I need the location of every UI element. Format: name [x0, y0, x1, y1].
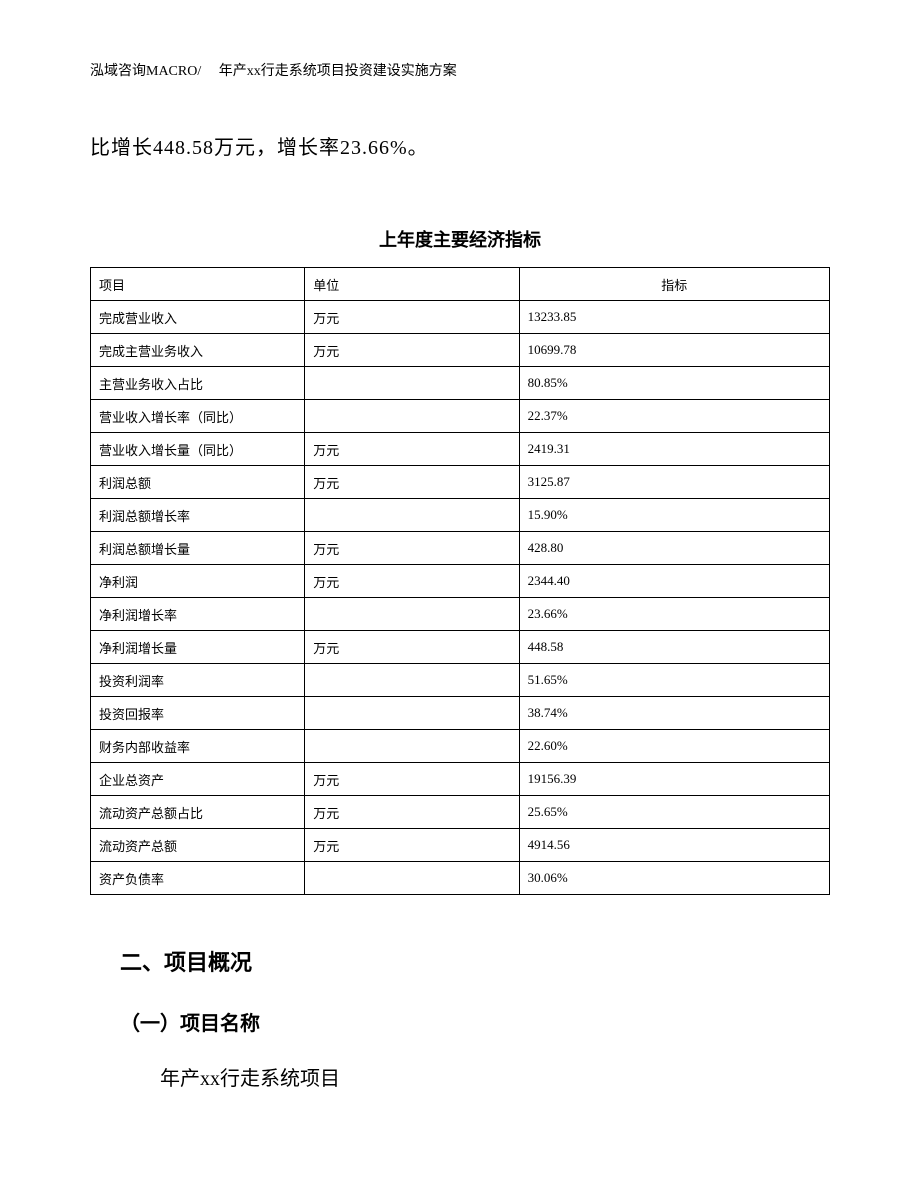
table-cell: 营业收入增长量（同比）	[91, 433, 305, 466]
table-cell: 万元	[305, 763, 519, 796]
table-row: 利润总额万元3125.87	[91, 466, 830, 499]
table-cell: 资产负债率	[91, 862, 305, 895]
section-heading: 二、项目概况	[120, 945, 830, 977]
table-cell: 2419.31	[519, 433, 829, 466]
table-row: 净利润增长量万元448.58	[91, 631, 830, 664]
table-cell: 30.06%	[519, 862, 829, 895]
project-name-text: 年产xx行走系统项目	[120, 1061, 830, 1097]
table-row: 利润总额增长量万元428.80	[91, 532, 830, 565]
table-cell: 主营业务收入占比	[91, 367, 305, 400]
table-cell: 万元	[305, 631, 519, 664]
table-cell: 2344.40	[519, 565, 829, 598]
intro-paragraph: 比增长448.58万元，增长率23.66%。	[90, 130, 830, 166]
table-cell: 万元	[305, 532, 519, 565]
table-cell: 万元	[305, 829, 519, 862]
table-row: 净利润万元2344.40	[91, 565, 830, 598]
table-cell: 3125.87	[519, 466, 829, 499]
table-cell: 万元	[305, 433, 519, 466]
table-cell: 净利润增长率	[91, 598, 305, 631]
table-row: 营业收入增长量（同比）万元2419.31	[91, 433, 830, 466]
table-header-row: 项目 单位 指标	[91, 268, 830, 301]
table-cell: 13233.85	[519, 301, 829, 334]
table-cell: 企业总资产	[91, 763, 305, 796]
table-row: 投资利润率 51.65%	[91, 664, 830, 697]
table-row: 利润总额增长率 15.90%	[91, 499, 830, 532]
table-cell: 万元	[305, 466, 519, 499]
table-cell: 25.65%	[519, 796, 829, 829]
table-row: 营业收入增长率（同比） 22.37%	[91, 400, 830, 433]
table-row: 流动资产总额占比万元25.65%	[91, 796, 830, 829]
table-row: 企业总资产万元19156.39	[91, 763, 830, 796]
table-cell: 流动资产总额	[91, 829, 305, 862]
table-row: 投资回报率 38.74%	[91, 697, 830, 730]
table-cell: 22.60%	[519, 730, 829, 763]
table-cell	[305, 697, 519, 730]
table-cell: 万元	[305, 796, 519, 829]
table-cell: 448.58	[519, 631, 829, 664]
table-cell: 财务内部收益率	[91, 730, 305, 763]
page-header: 泓域咨询MACRO/ 年产xx行走系统项目投资建设实施方案	[90, 60, 830, 80]
table-row: 完成营业收入万元13233.85	[91, 301, 830, 334]
table-cell: 10699.78	[519, 334, 829, 367]
table-cell: 22.37%	[519, 400, 829, 433]
table-cell: 流动资产总额占比	[91, 796, 305, 829]
table-cell	[305, 400, 519, 433]
table-cell: 营业收入增长率（同比）	[91, 400, 305, 433]
economic-indicators-table: 项目 单位 指标 完成营业收入万元13233.85完成主营业务收入万元10699…	[90, 267, 830, 895]
table-header-unit: 单位	[305, 268, 519, 301]
subsection-heading: （一）项目名称	[120, 1007, 830, 1036]
table-cell: 投资回报率	[91, 697, 305, 730]
table-cell: 净利润	[91, 565, 305, 598]
table-row: 完成主营业务收入万元10699.78	[91, 334, 830, 367]
table-row: 流动资产总额万元4914.56	[91, 829, 830, 862]
table-cell: 19156.39	[519, 763, 829, 796]
table-cell: 万元	[305, 334, 519, 367]
table-cell: 23.66%	[519, 598, 829, 631]
table-cell: 万元	[305, 565, 519, 598]
table-cell: 万元	[305, 301, 519, 334]
table-cell	[305, 598, 519, 631]
table-cell: 完成主营业务收入	[91, 334, 305, 367]
table-cell	[305, 730, 519, 763]
table-cell: 利润总额增长率	[91, 499, 305, 532]
table-row: 净利润增长率 23.66%	[91, 598, 830, 631]
table-title: 上年度主要经济指标	[90, 226, 830, 252]
table-row: 资产负债率 30.06%	[91, 862, 830, 895]
table-cell	[305, 862, 519, 895]
table-cell	[305, 367, 519, 400]
table-cell	[305, 499, 519, 532]
table-cell: 投资利润率	[91, 664, 305, 697]
table-cell: 净利润增长量	[91, 631, 305, 664]
table-row: 主营业务收入占比 80.85%	[91, 367, 830, 400]
table-cell: 4914.56	[519, 829, 829, 862]
table-cell: 完成营业收入	[91, 301, 305, 334]
table-cell: 428.80	[519, 532, 829, 565]
table-header-item: 项目	[91, 268, 305, 301]
table-cell: 利润总额增长量	[91, 532, 305, 565]
table-cell: 利润总额	[91, 466, 305, 499]
table-header-value: 指标	[519, 268, 829, 301]
table-cell: 80.85%	[519, 367, 829, 400]
table-row: 财务内部收益率 22.60%	[91, 730, 830, 763]
table-cell: 51.65%	[519, 664, 829, 697]
table-cell: 38.74%	[519, 697, 829, 730]
table-cell	[305, 664, 519, 697]
table-cell: 15.90%	[519, 499, 829, 532]
